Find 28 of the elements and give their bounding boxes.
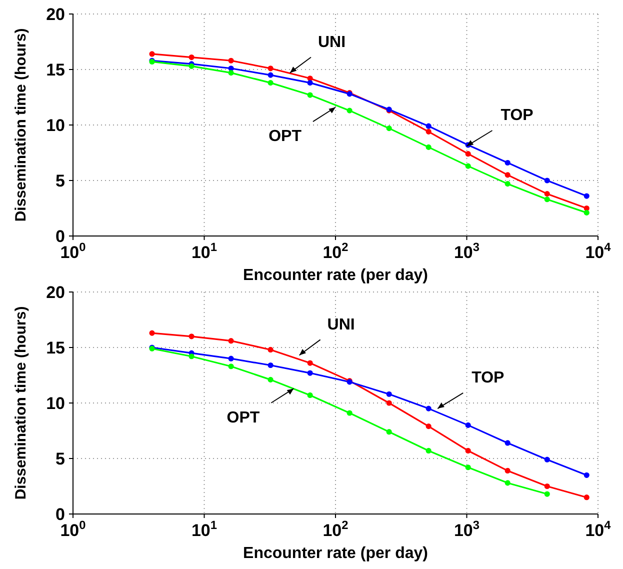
x-tick-label: 10$^{1}$ (191, 240, 218, 262)
y-tick-label: 15 (46, 338, 65, 358)
y-tick-label: 10 (46, 394, 65, 413)
y-tick-label: 10 (46, 116, 65, 135)
annotation: TOP (500, 107, 534, 124)
x-tick-label: 10$^{3}$ (454, 518, 480, 540)
annotation: UNI (327, 316, 355, 334)
x-tick-label: 10$^{2}$ (322, 518, 349, 540)
y-tick-label: 5 (56, 450, 65, 468)
x-tick-label: 10$^{2}$ (322, 240, 349, 262)
y-tick-label: 20 (46, 5, 65, 24)
y-axis-title: Dissemination time (hours) (12, 28, 30, 222)
y-axis-title: Dissemination time (hours) (12, 306, 30, 500)
annotation: OPT (226, 410, 260, 427)
x-tick-label: 10$^{4}$ (585, 518, 612, 540)
annotation: UNI (318, 34, 346, 51)
y-tick-label: 0 (56, 227, 65, 246)
y-tick-label: 15 (46, 60, 65, 80)
annotation: TOP (472, 370, 505, 387)
x-axis-title: Encounter rate (per day) (243, 267, 428, 284)
x-tick-label: 10$^{4}$ (585, 240, 612, 262)
y-tick-label: 20 (46, 283, 65, 302)
annotation: OPT (268, 128, 302, 146)
y-tick-label: 0 (56, 505, 65, 524)
x-axis-title: Encounter rate (per day) (243, 545, 428, 562)
y-tick-label: 5 (56, 172, 65, 190)
x-tick-label: 10$^{3}$ (454, 240, 480, 262)
x-tick-label: 10$^{1}$ (191, 518, 218, 540)
